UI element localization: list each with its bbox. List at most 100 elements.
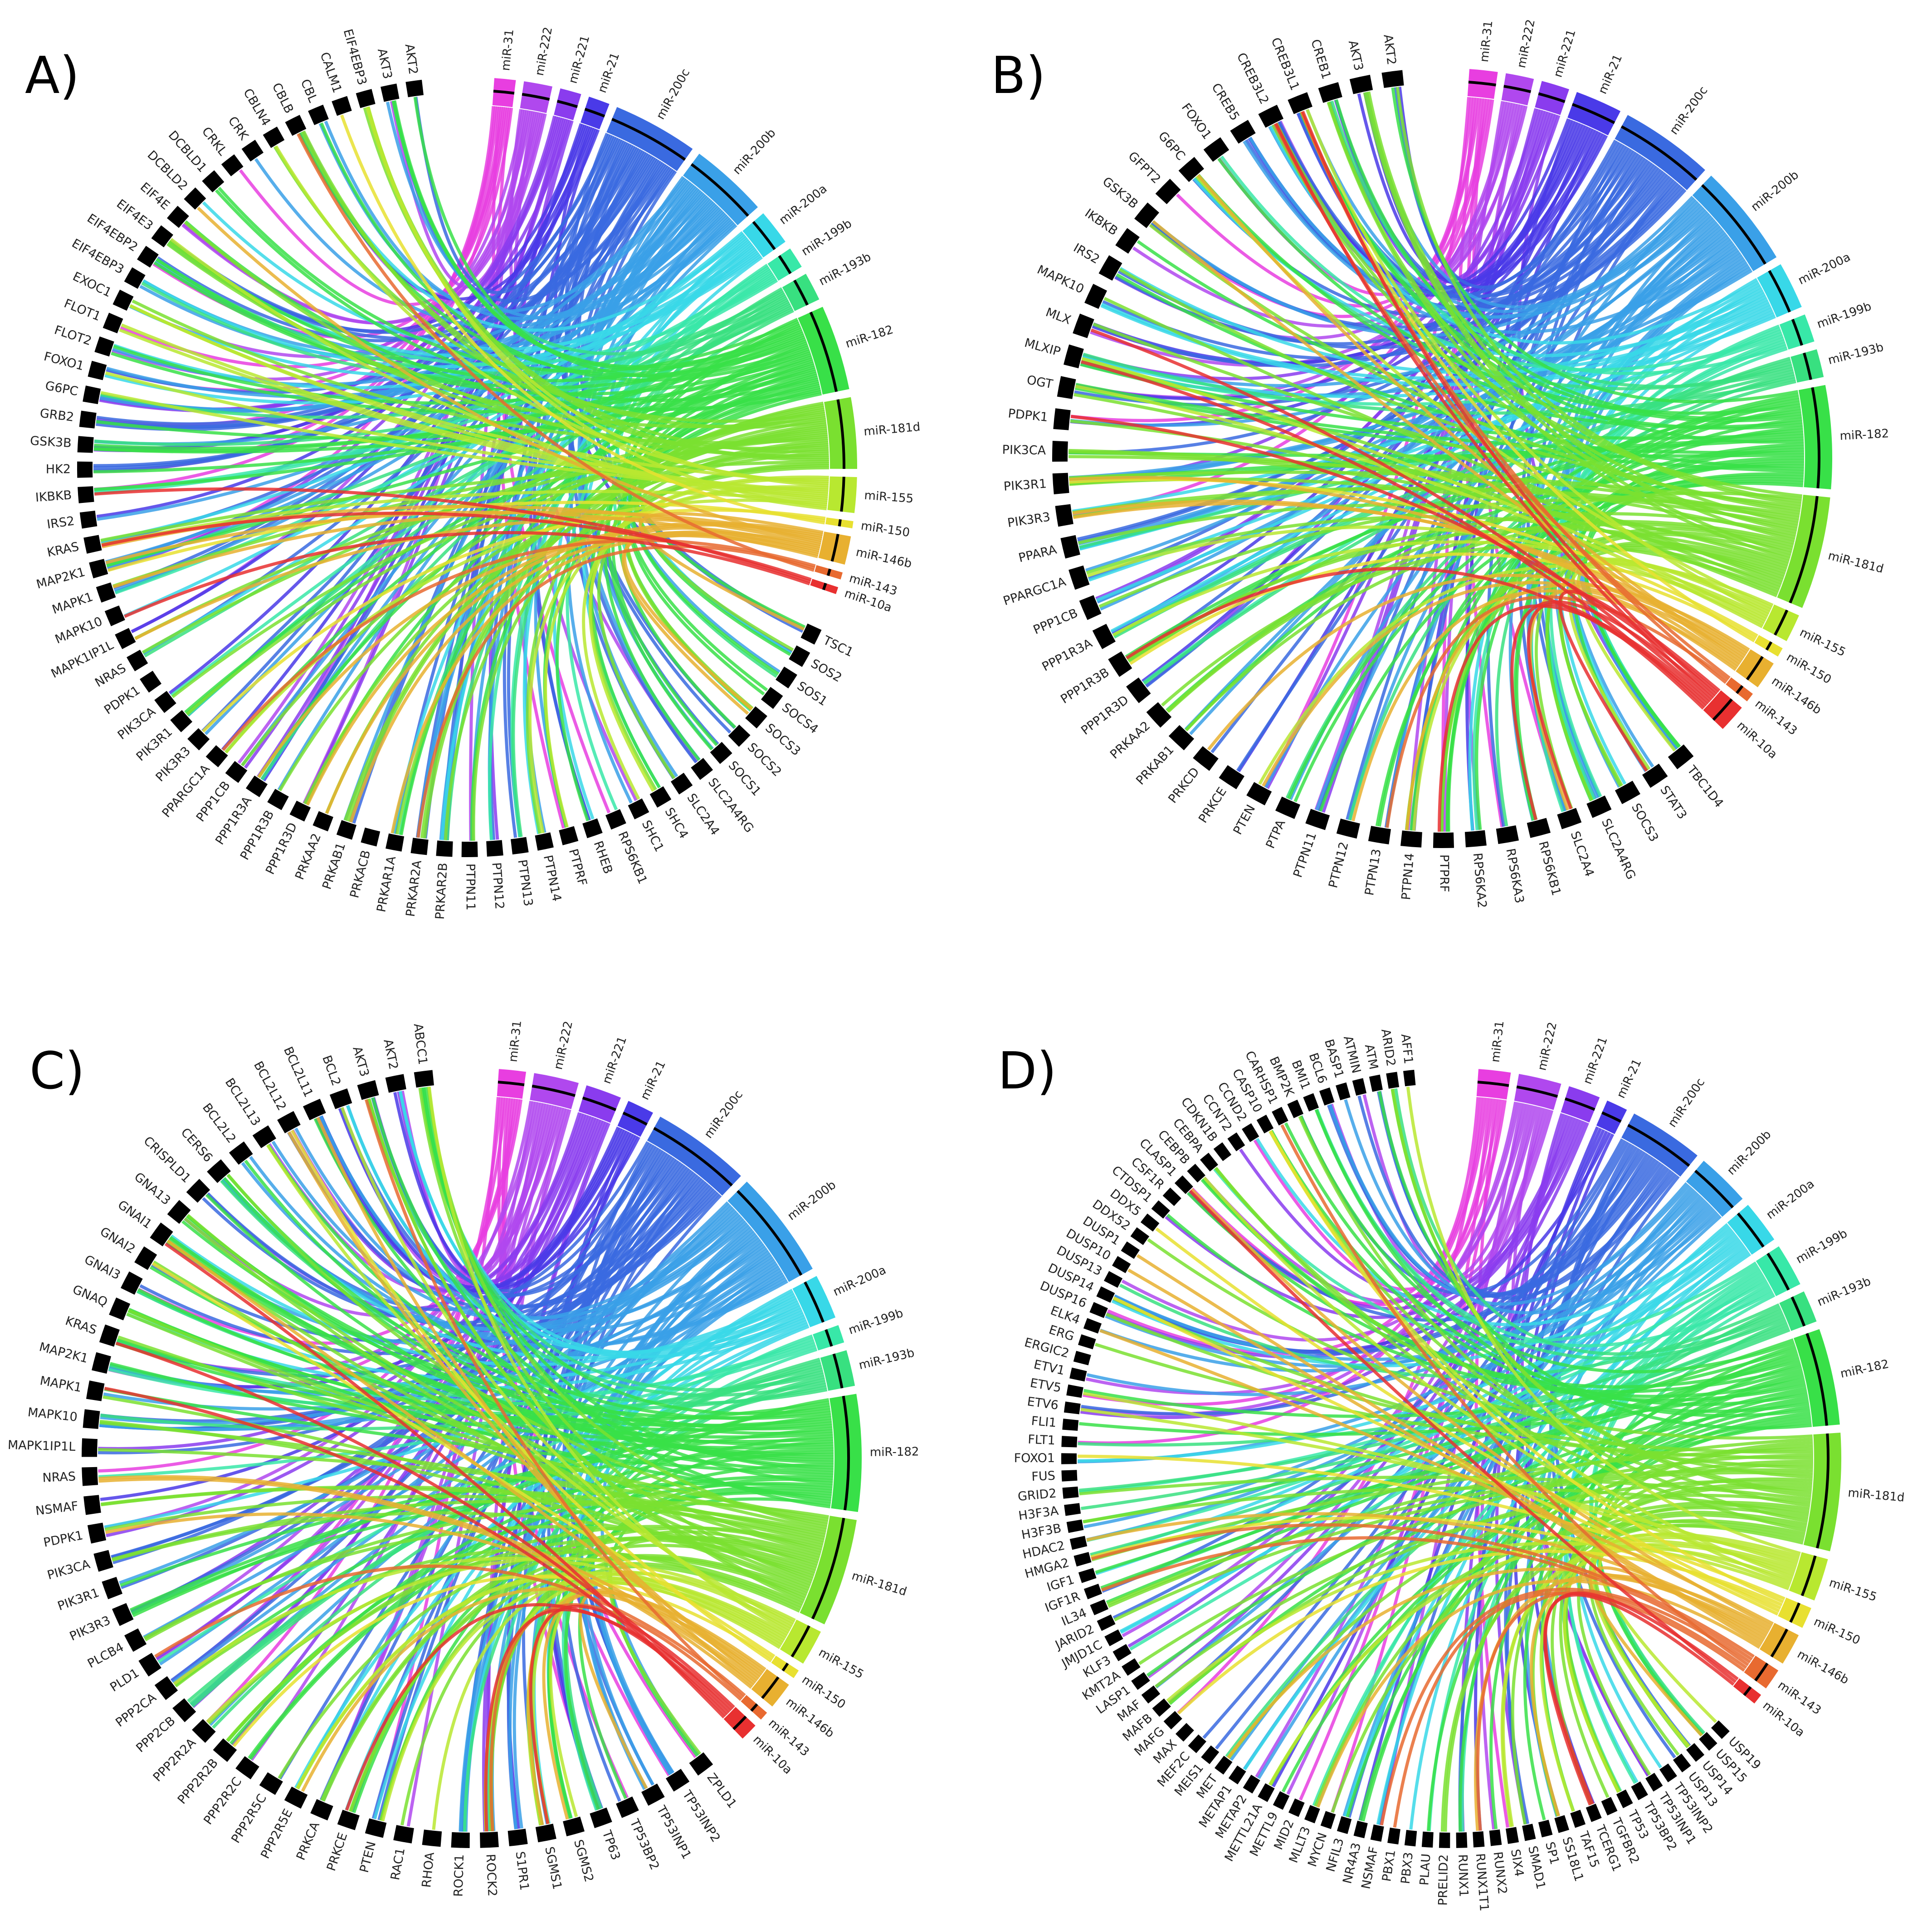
mirna-label: miR-155 bbox=[816, 1646, 866, 1682]
chord bbox=[113, 329, 803, 405]
chord bbox=[1070, 415, 1719, 694]
mirna-label: miR-200c bbox=[1667, 84, 1711, 137]
chord bbox=[1330, 100, 1794, 388]
gene-arc bbox=[1126, 677, 1151, 703]
gene-label: GSK3B bbox=[1100, 174, 1141, 211]
gene-label: MAPK1IP1L bbox=[8, 1438, 76, 1454]
arcs bbox=[82, 1069, 862, 1848]
gene-label: EXOC1 bbox=[70, 269, 114, 300]
mirna-arc bbox=[824, 397, 857, 469]
gene-label: MLX bbox=[1044, 305, 1073, 327]
gene-arc bbox=[1121, 1241, 1140, 1259]
gene-arc bbox=[87, 1522, 107, 1544]
gene-label: PRKCA bbox=[294, 1819, 322, 1862]
gene-label: BCL2 bbox=[319, 1054, 343, 1088]
mirna-label: miR-221 bbox=[600, 1035, 629, 1086]
gene-arc bbox=[1134, 202, 1160, 229]
gene-arc bbox=[1084, 283, 1107, 309]
mirna-arc-line bbox=[1791, 1296, 1806, 1327]
gene-label: PPP1CB bbox=[1031, 606, 1080, 637]
gene-arc bbox=[1353, 1820, 1368, 1839]
gene-arc bbox=[1673, 1753, 1691, 1773]
gene-arc bbox=[329, 1088, 352, 1109]
gene-label: SHC1 bbox=[639, 818, 667, 854]
chord bbox=[1095, 1368, 1803, 1574]
mirna-arc-line bbox=[1805, 1333, 1828, 1426]
gene-arc bbox=[1258, 1783, 1275, 1802]
gene-label: IRS2 bbox=[1071, 241, 1102, 267]
chord bbox=[1185, 522, 1794, 732]
chord bbox=[94, 298, 789, 446]
mirna-arc-line bbox=[1712, 698, 1733, 721]
chord bbox=[1274, 122, 1714, 700]
gene-label: AKT2 bbox=[381, 1038, 400, 1071]
chord bbox=[1395, 87, 1802, 503]
gene-label: PRKAA2 bbox=[293, 831, 324, 882]
gene-arc bbox=[1141, 1685, 1161, 1704]
gene-label: PPP2R2A bbox=[151, 1736, 199, 1785]
mirna-arc-line bbox=[838, 519, 842, 527]
gene-arc bbox=[1305, 809, 1330, 830]
chord bbox=[1068, 151, 1636, 454]
chord bbox=[1262, 581, 1744, 787]
gene-label: ZPLD1 bbox=[704, 1771, 739, 1811]
gene-arc bbox=[507, 1829, 528, 1846]
gene-label: FOXO1 bbox=[1014, 1451, 1055, 1465]
gene-label: PPP2R2B bbox=[175, 1756, 221, 1807]
gene-label: PRELID2 bbox=[1436, 1854, 1451, 1906]
gene-label: PRKAA2 bbox=[1107, 719, 1153, 762]
gene-label: SLC2A4 bbox=[1568, 829, 1597, 878]
chord bbox=[171, 1261, 777, 1684]
chord bbox=[1406, 1087, 1801, 1555]
chord bbox=[142, 249, 758, 369]
gene-arc bbox=[691, 758, 713, 780]
mirna-label: miR-193b bbox=[1827, 341, 1885, 368]
gene-label: PLD1 bbox=[107, 1666, 141, 1695]
gene-arc bbox=[356, 89, 376, 108]
mirna-arc-line bbox=[690, 163, 749, 217]
mirna-arc-line bbox=[1803, 352, 1812, 380]
gene-label: IRS2 bbox=[46, 514, 76, 532]
chord bbox=[202, 508, 826, 733]
mirna-label: miR-21 bbox=[1596, 53, 1625, 96]
mirna-label: miR-200a bbox=[1764, 1177, 1817, 1222]
gene-arc bbox=[1203, 137, 1229, 162]
gene-label: MAP2K1 bbox=[35, 565, 87, 592]
chord bbox=[1544, 1593, 1735, 1805]
gene-arc bbox=[1083, 1318, 1102, 1334]
gene-label: PPARGC1A bbox=[1001, 575, 1068, 608]
gene-label: H3F3B bbox=[1020, 1521, 1063, 1542]
mirna-arc-line bbox=[1754, 1663, 1769, 1682]
gene-arc bbox=[1230, 120, 1256, 144]
gene-label: CRK bbox=[225, 114, 251, 143]
gene-arc bbox=[1473, 1831, 1485, 1848]
mirna-label: miR-150 bbox=[1784, 650, 1834, 687]
gene-arc bbox=[1615, 780, 1640, 805]
gene-arc bbox=[79, 410, 97, 429]
chord bbox=[1203, 1176, 1792, 1585]
gene-label: PLAU bbox=[1417, 1853, 1433, 1886]
chord bbox=[98, 1475, 757, 1683]
gene-arc bbox=[1586, 1804, 1602, 1822]
mirna-arc-line bbox=[1468, 81, 1496, 87]
gene-arc bbox=[1631, 1781, 1648, 1800]
gene-label: EIF4EBP3 bbox=[341, 28, 370, 87]
gene-label: FOXO1 bbox=[1179, 101, 1214, 142]
chord bbox=[371, 1097, 833, 1485]
gene-arc bbox=[1456, 1832, 1468, 1848]
gene-label: ROCK1 bbox=[451, 1854, 467, 1897]
chord bbox=[1129, 552, 1757, 665]
gene-arc bbox=[259, 1772, 283, 1795]
gene-label: CREB1 bbox=[1308, 38, 1333, 81]
gene-label: ERG bbox=[1047, 1323, 1076, 1344]
chord bbox=[1367, 91, 1801, 506]
gene-arc bbox=[1112, 1256, 1131, 1273]
mirna-arc-line bbox=[1811, 387, 1820, 488]
chord bbox=[1523, 1374, 1804, 1820]
gene-arc bbox=[78, 486, 94, 503]
gene-label: PLCB4 bbox=[85, 1640, 126, 1671]
gene-arc bbox=[1320, 1811, 1336, 1829]
mirna-label: miR-200b bbox=[1749, 168, 1801, 215]
chord bbox=[121, 323, 829, 496]
gene-arc bbox=[461, 841, 478, 858]
